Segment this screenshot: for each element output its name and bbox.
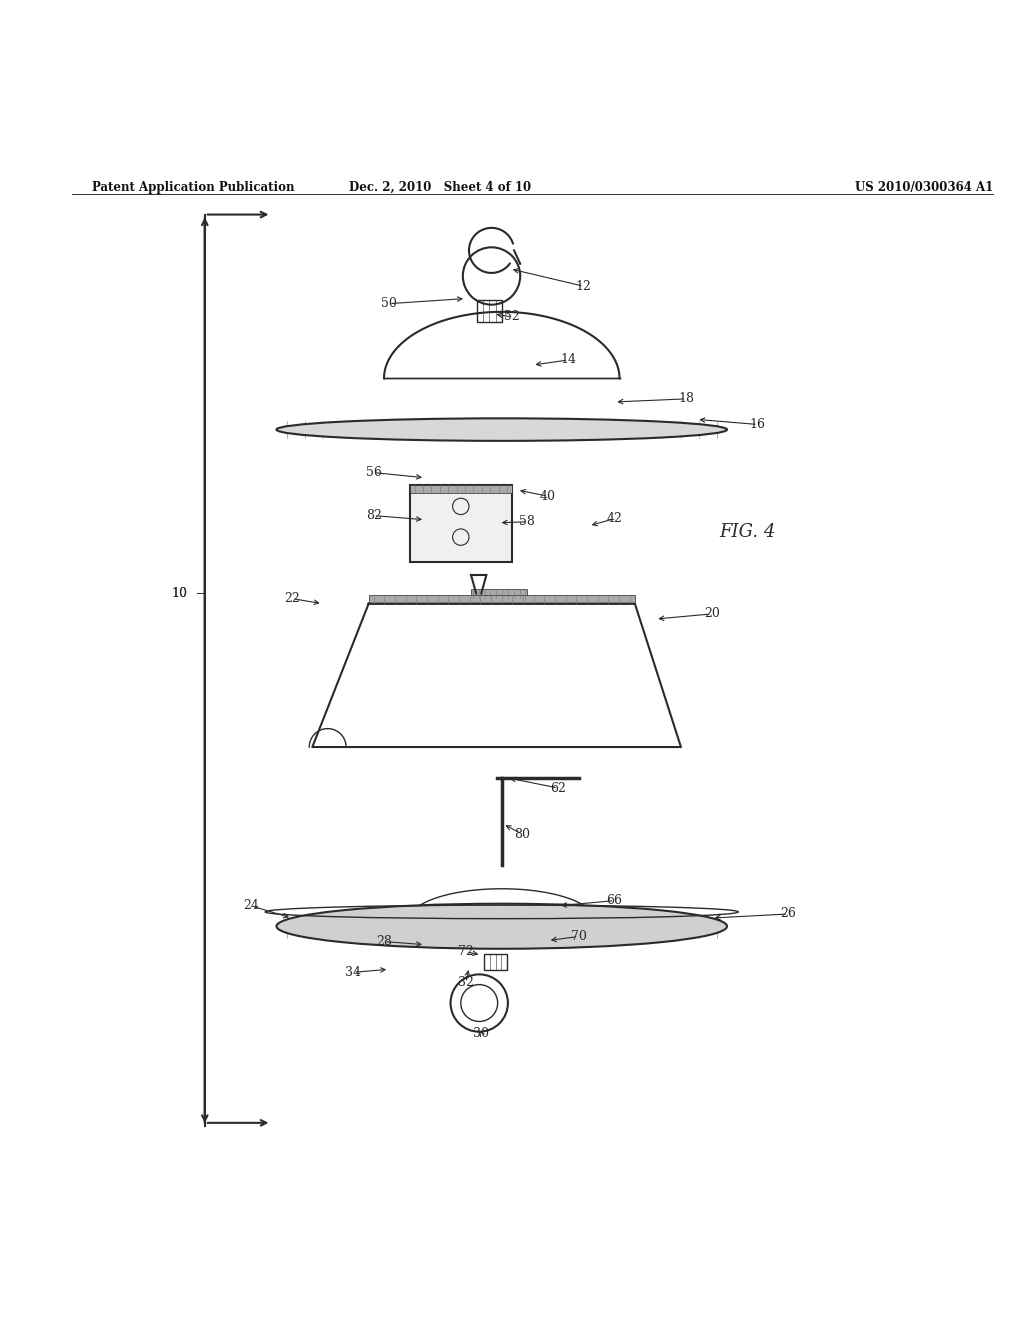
- Text: 40: 40: [540, 490, 556, 503]
- Text: 70: 70: [570, 931, 587, 942]
- Text: 10: 10: [171, 587, 187, 599]
- Text: 28: 28: [376, 935, 392, 948]
- Text: 12: 12: [575, 280, 592, 293]
- Text: 82: 82: [366, 510, 382, 523]
- Text: 66: 66: [606, 894, 623, 907]
- Bar: [410, 484, 512, 562]
- Text: 52: 52: [504, 310, 520, 323]
- Text: 80: 80: [514, 828, 530, 841]
- Text: 20: 20: [703, 607, 720, 620]
- Text: 34: 34: [345, 966, 361, 979]
- Text: US 2010/0300364 A1: US 2010/0300364 A1: [855, 181, 993, 194]
- Text: 42: 42: [606, 512, 623, 525]
- Ellipse shape: [276, 904, 727, 949]
- Text: 50: 50: [381, 297, 397, 310]
- Text: Dec. 2, 2010   Sheet 4 of 10: Dec. 2, 2010 Sheet 4 of 10: [349, 181, 531, 194]
- Text: 14: 14: [560, 354, 577, 367]
- Text: 32: 32: [458, 975, 474, 989]
- Text: FIG. 4: FIG. 4: [719, 523, 776, 541]
- Bar: [369, 595, 635, 603]
- Text: 30: 30: [473, 1027, 489, 1040]
- Text: 56: 56: [366, 466, 382, 479]
- Text: 22: 22: [284, 593, 300, 605]
- Ellipse shape: [276, 418, 727, 441]
- Text: 26: 26: [780, 907, 797, 920]
- Text: 62: 62: [550, 781, 566, 795]
- Text: 72: 72: [458, 945, 474, 958]
- Text: Patent Application Publication: Patent Application Publication: [92, 181, 295, 194]
- Text: 10: 10: [171, 587, 187, 599]
- Bar: [484, 954, 507, 970]
- Bar: [477, 300, 502, 322]
- Text: 18: 18: [678, 392, 694, 405]
- Text: 58: 58: [519, 515, 536, 528]
- Text: 16: 16: [750, 418, 766, 430]
- Text: 24: 24: [243, 899, 259, 912]
- Bar: [410, 484, 512, 494]
- Bar: [471, 589, 527, 598]
